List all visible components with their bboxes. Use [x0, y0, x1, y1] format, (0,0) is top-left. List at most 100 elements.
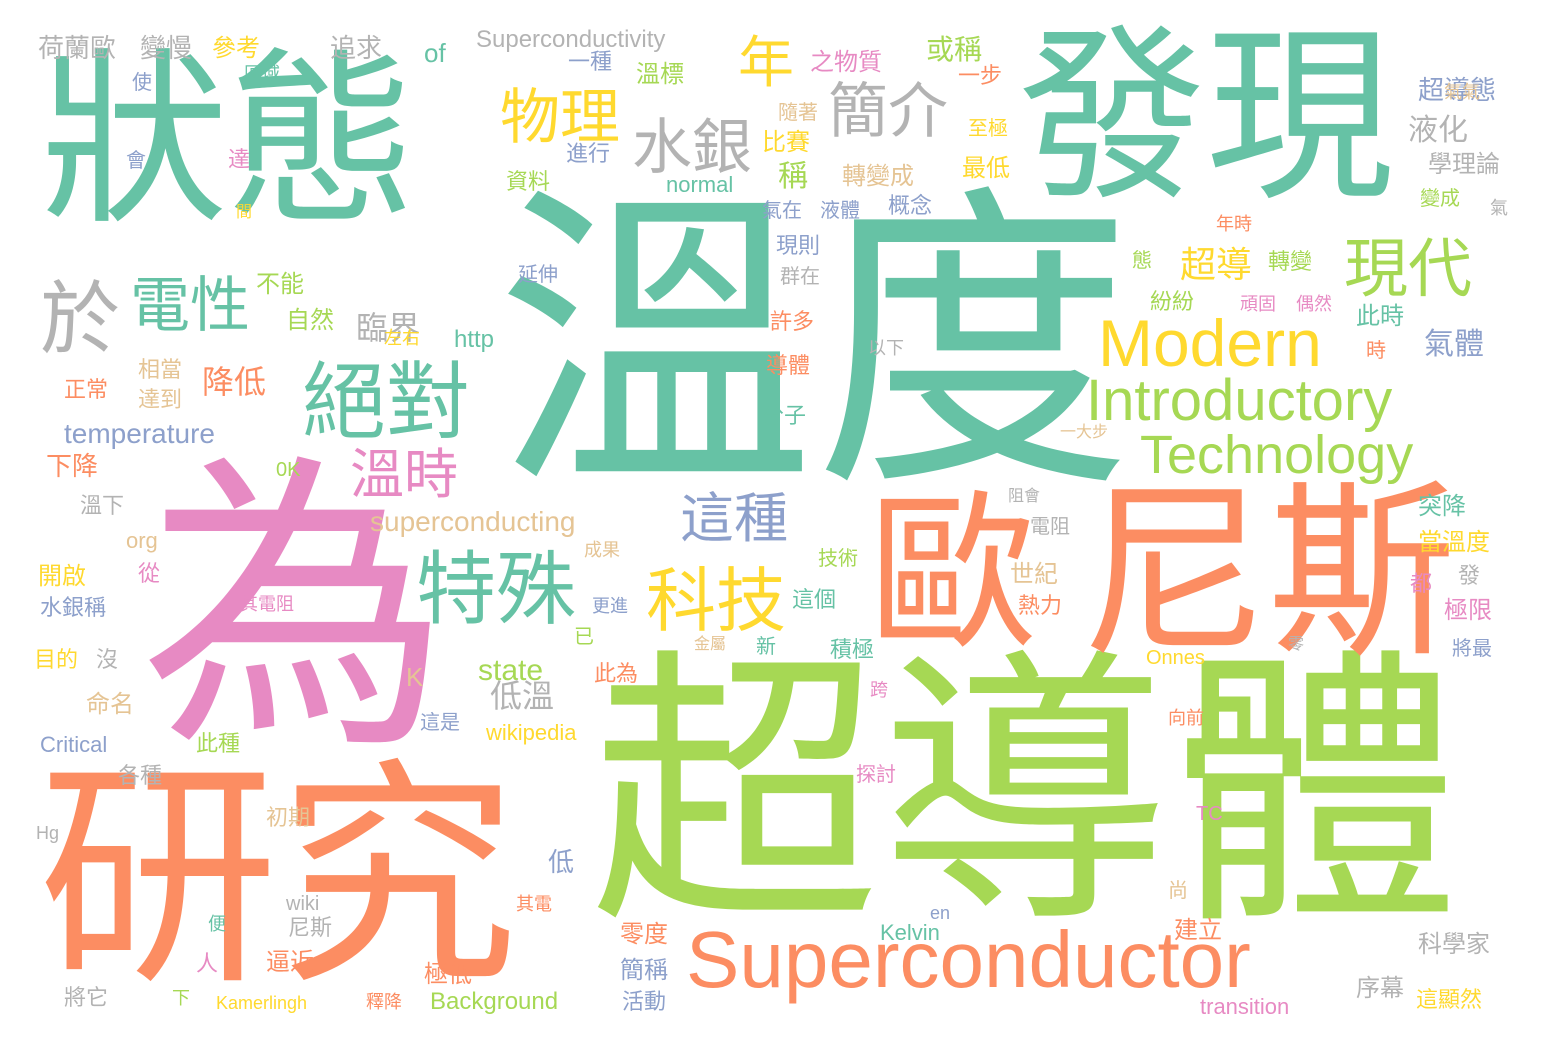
- word-cloud-term: 液體: [820, 198, 860, 222]
- word-cloud-term: 將最: [1452, 636, 1492, 660]
- word-cloud-term: 下降: [46, 452, 99, 482]
- word-cloud-term: 都: [1410, 572, 1433, 597]
- word-cloud-term: 尼斯: [1080, 464, 1456, 683]
- word-cloud-term: 初期: [266, 806, 311, 831]
- word-cloud-term: 絕對: [302, 353, 471, 451]
- word-cloud-term: 狀態: [40, 32, 416, 251]
- word-cloud-term: 自然: [286, 306, 334, 334]
- word-cloud-term: 這是: [420, 710, 460, 734]
- word-cloud-term: 降低: [202, 363, 267, 401]
- word-cloud-term: Critical: [40, 732, 108, 757]
- word-cloud-term: 其電阻: [240, 594, 294, 615]
- word-cloud-term: 技術: [818, 546, 858, 570]
- word-cloud-term: 溫時: [350, 443, 458, 506]
- word-cloud-term: of: [424, 38, 446, 68]
- word-cloud-term: 探討: [856, 762, 896, 786]
- word-cloud-term: 將它: [64, 986, 109, 1011]
- word-cloud-term: 成果: [584, 540, 620, 561]
- word-cloud-term: 熱力: [1018, 594, 1063, 619]
- word-cloud-term: 水銀: [632, 113, 752, 183]
- word-cloud-term: 特殊: [416, 543, 576, 636]
- word-cloud-term: 阻會: [1008, 486, 1041, 505]
- word-cloud-term: 許多: [770, 310, 815, 335]
- word-cloud-term: 沒: [96, 648, 119, 673]
- word-cloud-term: 氣在: [762, 198, 802, 222]
- word-cloud-term: 於: [40, 273, 120, 366]
- word-cloud-term: 超導體: [590, 626, 1460, 963]
- word-cloud-term: 頑固: [1240, 294, 1276, 315]
- word-cloud-term: 世紀: [1010, 560, 1058, 588]
- word-cloud-term: 變成: [1420, 186, 1460, 210]
- word-cloud-term: 達到: [138, 388, 183, 413]
- word-cloud-term: 0K: [276, 459, 301, 481]
- word-cloud-term: 活動: [622, 990, 667, 1015]
- word-cloud-term: 現代: [1344, 233, 1472, 307]
- word-cloud-term: 溫標: [636, 60, 684, 88]
- word-cloud-term: 尚: [1168, 878, 1188, 902]
- word-cloud-term: 電阻: [1030, 514, 1070, 538]
- word-cloud-term: 人: [196, 952, 219, 977]
- word-cloud-term: Superconductor: [686, 915, 1251, 1004]
- word-cloud-term: 氣: [1490, 198, 1508, 219]
- word-cloud-term: 轉變成: [842, 162, 914, 190]
- word-cloud-term: 一大步: [1060, 422, 1109, 441]
- word-cloud-term: 為: [140, 430, 450, 791]
- word-cloud-term: Kelvin: [880, 920, 940, 945]
- word-cloud-term: 分子: [762, 404, 807, 429]
- word-cloud-term: Technology: [1140, 425, 1414, 485]
- word-cloud-term: 開啟: [38, 562, 86, 590]
- word-cloud-term: 下: [172, 988, 190, 1009]
- word-cloud-term: 時: [1366, 338, 1386, 362]
- word-cloud-term: 逼近: [266, 948, 314, 976]
- word-cloud-term: 極限: [1444, 596, 1492, 624]
- word-cloud-term: 資料: [506, 170, 551, 195]
- word-cloud-term: 這顯然: [1416, 988, 1483, 1013]
- word-cloud-term: 稱: [778, 159, 808, 194]
- word-cloud-term: 年: [738, 31, 794, 96]
- word-cloud-term: 科學家: [1418, 930, 1490, 958]
- word-cloud-term: 積極: [830, 638, 875, 663]
- word-cloud-term: 釋降: [366, 992, 402, 1013]
- word-cloud-term: 或稱: [926, 33, 983, 66]
- word-cloud-term: 比賽: [762, 128, 810, 156]
- word-cloud-term: 零: [1288, 634, 1305, 653]
- word-cloud-term: 超導: [1180, 245, 1253, 286]
- word-cloud-term: 突降: [1418, 492, 1466, 520]
- word-cloud-term: 跨: [870, 680, 888, 701]
- word-cloud-term: 這個: [792, 588, 837, 613]
- word-cloud-term: 以下: [868, 338, 904, 359]
- word-cloud-term: Introductory: [1086, 368, 1393, 433]
- word-cloud-term: 氣體: [1424, 327, 1484, 362]
- word-cloud-term: 正常: [64, 378, 109, 403]
- word-cloud-term: 電性: [130, 271, 250, 341]
- word-cloud-term: 進行: [566, 142, 611, 167]
- word-cloud-term: 此種: [196, 732, 241, 757]
- word-cloud-term: 金屬: [694, 634, 727, 653]
- word-cloud-term: 參考: [212, 34, 260, 62]
- word-cloud-term: Background: [430, 988, 559, 1015]
- word-cloud-term: 液化: [1408, 113, 1468, 148]
- word-cloud-term: 目的: [34, 648, 79, 673]
- word-cloud-term: org: [126, 528, 158, 553]
- word-cloud-term: 轉變: [1268, 250, 1313, 275]
- word-cloud-term: 隨著: [778, 100, 818, 124]
- word-cloud-term: 溫度: [496, 160, 1132, 530]
- word-cloud-term: 溫下: [80, 494, 125, 519]
- word-cloud-term: 一種: [568, 50, 613, 75]
- word-cloud-term: 當溫度: [1418, 528, 1490, 556]
- word-cloud-term: 紛紛: [1150, 290, 1195, 315]
- word-cloud-term: 最低: [962, 154, 1010, 182]
- word-cloud-term: 使: [132, 70, 152, 94]
- word-cloud-term: 此時: [1356, 302, 1404, 330]
- word-cloud-term: TC: [1196, 803, 1223, 825]
- word-cloud-term: 研究: [38, 738, 519, 1018]
- word-cloud-term: 變慢: [140, 34, 193, 64]
- word-cloud-term: 態: [1132, 248, 1152, 272]
- word-cloud-term: superconducting: [370, 506, 576, 537]
- word-cloud-term: 年時: [1216, 214, 1252, 235]
- word-cloud-term: 概念: [888, 194, 933, 219]
- word-cloud-term: 建立: [1174, 916, 1222, 944]
- word-cloud-term: 臨界: [356, 309, 421, 347]
- word-cloud-term: 其電: [516, 894, 552, 915]
